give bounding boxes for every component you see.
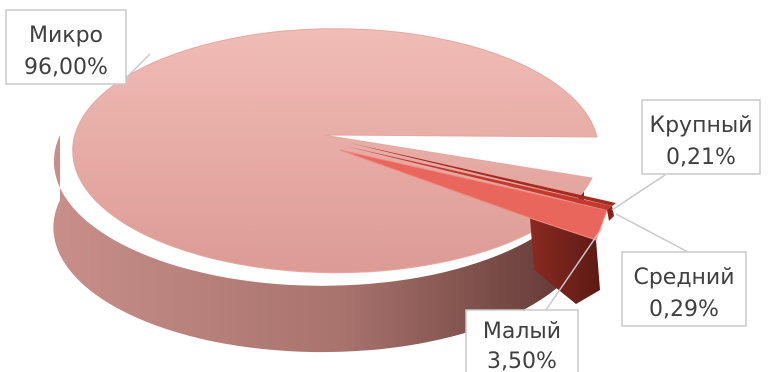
slice-small-top xyxy=(339,149,608,241)
slice-medium xyxy=(345,146,612,210)
slice-small-front xyxy=(530,218,600,304)
callout-large-value: 0,21% xyxy=(666,145,736,170)
slice-large xyxy=(350,143,616,206)
callout-large-label: Крупный xyxy=(649,113,752,138)
callout-medium-value: 0,29% xyxy=(649,297,719,322)
callout-micro-value: 96,00% xyxy=(24,55,108,80)
callout-medium: Средний 0,29% xyxy=(615,213,747,327)
callout-micro-label: Микро xyxy=(29,23,103,48)
callout-large: Крупный 0,21% xyxy=(611,99,761,211)
slice-small xyxy=(339,149,608,304)
callout-small-value: 3,50% xyxy=(487,349,557,372)
callout-micro: Микро 96,00% xyxy=(5,9,151,85)
callout-medium-label: Средний xyxy=(633,265,734,290)
slice-micro-side xyxy=(53,135,585,353)
slice-micro xyxy=(53,28,598,353)
callout-small: Малый 3,50% xyxy=(465,227,603,372)
callout-small-label: Малый xyxy=(483,319,561,344)
slice-micro-top xyxy=(72,28,598,274)
